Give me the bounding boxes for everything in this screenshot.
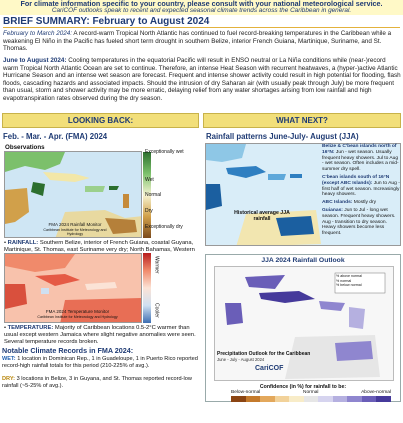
looking-back-header: LOOKING BACK: xyxy=(2,113,199,128)
summary-paragraph-1: February to March 2024: A record-warm Tr… xyxy=(3,30,401,53)
p2-lead: June to August 2024: xyxy=(3,57,67,64)
what-next-header: WHAT NEXT? xyxy=(203,113,401,128)
legend-exceptionally-dry: Exceptionally dry xyxy=(145,224,183,230)
rainfall-pattern-notes: Belize & C'bean islands north of 16°N: J… xyxy=(322,144,400,237)
rainfall-outlook-panel: JJA 2024 Rainfall Outlook % above normal… xyxy=(205,254,401,402)
note-north-text: Jun - wet season. Usually frequent heavy… xyxy=(322,149,399,173)
note-south: C'bean islands south of 16°N (except ABC… xyxy=(322,175,400,198)
note-abc-text: Mostly dry xyxy=(352,200,377,206)
wet-records: WET: 1 location in Dominican Rep., 1 in … xyxy=(2,356,200,369)
rainfall-map-caption: FMA 2024 Rainfall Monitor xyxy=(48,222,102,227)
rainfall-map-source: Caribbean Institute for Meteorology and … xyxy=(43,228,107,236)
outlook-map-graphic xyxy=(225,272,386,379)
note-north: Belize & C'bean islands north of 16°N: J… xyxy=(322,144,400,173)
notable-records-title: Notable Climate Records in FMA 2024: xyxy=(2,346,134,355)
confidence-swatch xyxy=(245,396,261,402)
brief-summary-title: BRIEF SUMMARY: February to August 2024 xyxy=(3,16,210,27)
confidence-title: Confidence (in %) for rainfall to be: xyxy=(259,384,347,390)
temperature-legend-bar xyxy=(143,253,151,323)
temperature-map-caption: FMA 2024 Temperature Monitor xyxy=(45,309,110,314)
p2-text: Cooling temperatures in the equatorial P… xyxy=(3,57,401,102)
conf-normal: Normal xyxy=(302,390,319,395)
confidence-swatch xyxy=(361,396,377,402)
confidence-color-bar xyxy=(231,396,392,402)
legend-warmer: Warmer xyxy=(153,256,160,274)
legend-dry: Dry xyxy=(145,208,153,214)
historical-map-label: Historical average JJA rainfall xyxy=(234,210,290,222)
outlook-map: % above normal % normal % below normal P… xyxy=(214,266,394,381)
temperature-text: Majority of Caribbean locations 0.5-2°C … xyxy=(4,325,196,345)
legend-normal-pct: % normal xyxy=(336,278,352,283)
rainfall-monitor-map: FMA 2024 Rainfall Monitor Caribbean Inst… xyxy=(4,151,142,238)
dry-records: DRY: 3 locations in Belize, 3 in Guyana,… xyxy=(2,376,200,389)
confidence-swatch xyxy=(231,396,246,402)
jja-subtitle: Rainfall patterns June-July- August (JJA… xyxy=(206,132,359,141)
note-south-lead: C'bean islands south of 16°N (except ABC… xyxy=(322,174,390,186)
note-south-text: Jun to Aug - first half of wet season. I… xyxy=(322,180,400,198)
wet-text: 1 location in Dominican Rep., 1 in Guade… xyxy=(2,356,198,369)
caricof-logo: CariCOF xyxy=(255,365,284,372)
confidence-swatch xyxy=(303,396,319,402)
outlook-legend: % above normal % normal % below normal xyxy=(336,274,384,288)
legend-normal: Normal xyxy=(145,192,162,198)
legend-cooler: Cooler xyxy=(153,303,160,318)
title-divider xyxy=(3,27,400,28)
temperature-bullet: • TEMPERATURE: Majority of Caribbean loc… xyxy=(4,325,196,345)
observations-label: Observations xyxy=(5,144,45,151)
legend-exceptionally-wet: Exceptionally wet xyxy=(145,149,184,155)
legend-above: % above normal xyxy=(336,274,362,278)
legend-wet: Wet xyxy=(145,177,154,183)
wet-lead: WET: xyxy=(2,356,16,362)
temperature-map-source: Caribbean Institute for Meteorology and … xyxy=(37,315,118,319)
note-guianas-lead: Guianas: xyxy=(322,207,343,213)
rainfall-lead: RAINFALL: xyxy=(7,240,39,246)
temperature-lead: TEMPERATURE: xyxy=(7,325,54,331)
p1-text: A record-warm Tropical North Atlantic ha… xyxy=(3,30,392,53)
historical-map-graphic xyxy=(206,144,321,245)
temperature-monitor-map: FMA 2024 Temperature Monitor Caribbean I… xyxy=(4,253,142,323)
note-abc: ABC Islands: Mostly dry xyxy=(322,200,400,206)
historical-rainfall-map: Historical average JJA rainfall xyxy=(205,143,401,246)
dry-text: 3 locations in Belize, 3 in Guyana, and … xyxy=(2,376,192,389)
confidence-swatch xyxy=(347,396,362,402)
rainfall-map-graphic xyxy=(5,152,141,237)
outlook-title: JJA 2024 Rainfall Outlook xyxy=(261,257,345,264)
confidence-swatch xyxy=(376,396,392,402)
disclaimer-line-2: CariCOF outlooks speak to recent and exp… xyxy=(51,7,352,14)
conf-below: Below-normal xyxy=(231,390,261,395)
precip-outlook-title: Precipitation Outlook for the Caribbean xyxy=(217,351,311,357)
confidence-swatch xyxy=(332,396,348,402)
confidence-swatch xyxy=(289,396,304,402)
note-north-lead: Belize & C'bean islands north of 16°N: xyxy=(322,144,397,155)
temperature-map-graphic xyxy=(5,254,141,322)
legend-below: % below normal xyxy=(336,283,362,288)
p1-lead: February to March 2024: xyxy=(3,30,72,37)
confidence-swatch xyxy=(260,396,275,402)
confidence-labels: Below-normal Normal Above-normal xyxy=(231,390,391,395)
rainfall-legend-bar xyxy=(143,152,151,238)
conf-above: Above-normal xyxy=(361,390,391,395)
confidence-swatch xyxy=(274,396,290,402)
precip-outlook-period: June - July - August 2024 xyxy=(217,357,265,362)
fma-subtitle: Feb. - Mar. - Apr. (FMA) 2024 xyxy=(3,132,108,141)
dry-lead: DRY: xyxy=(2,376,16,382)
note-abc-lead: ABC Islands: xyxy=(322,200,353,206)
summary-paragraph-2: June to August 2024: Cooling temperature… xyxy=(3,57,401,103)
confidence-swatch xyxy=(318,396,333,402)
note-guianas: Guianas: Jun to Jul - long wet season. F… xyxy=(322,208,400,237)
disclaimer-banner: For climate information specific to your… xyxy=(0,0,403,15)
disclaimer-line-1: For climate information specific to your… xyxy=(20,0,383,8)
note-guianas-text: Jun to Jul - long wet season. Frequent h… xyxy=(322,207,396,237)
